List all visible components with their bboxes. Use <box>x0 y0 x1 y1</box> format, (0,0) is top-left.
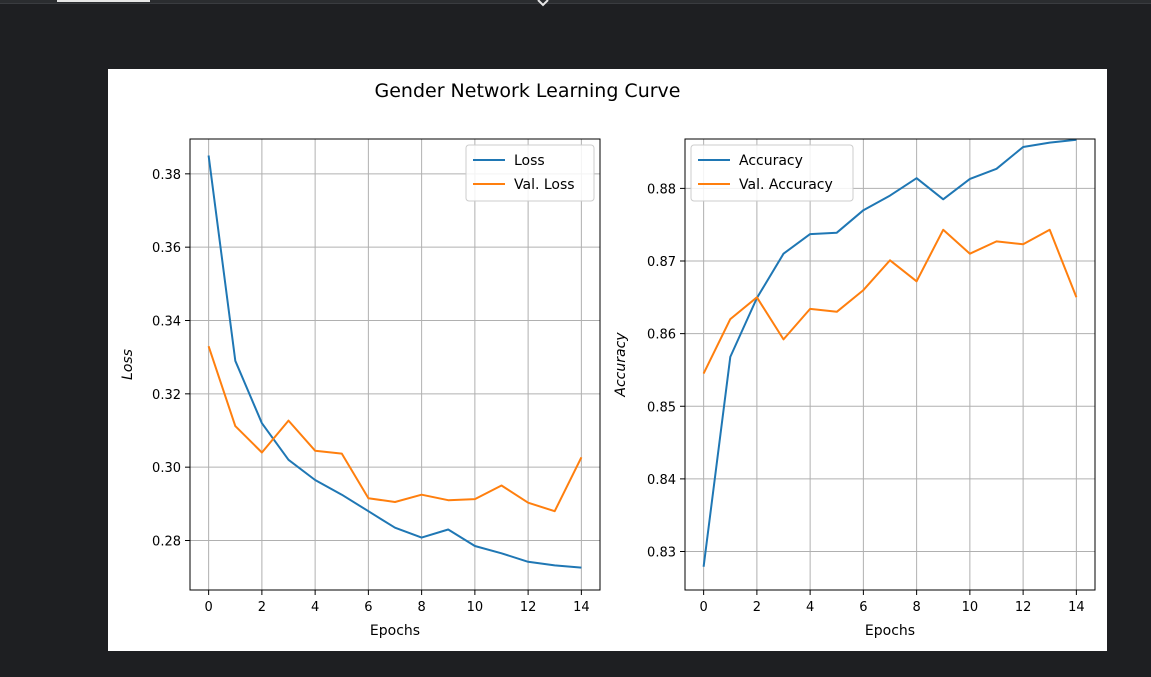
y-tick-label: 0.84 <box>647 473 676 488</box>
y-tick-label: 0.36 <box>152 241 181 256</box>
series-line-2 <box>207 345 583 513</box>
x-tick-label: 8 <box>417 600 425 615</box>
axes-frame <box>684 138 1096 591</box>
x-tick-label: 4 <box>806 600 814 615</box>
series-line-2 <box>702 228 1078 375</box>
legend-label: Loss <box>514 153 545 169</box>
top-bar <box>0 0 1151 4</box>
y-tick-label: 0.32 <box>152 388 181 403</box>
y-axis-label: Accuracy <box>613 332 629 398</box>
legend-box <box>690 144 854 202</box>
axes-frame <box>189 138 601 591</box>
y-tick-label: 0.38 <box>152 168 181 183</box>
y-tick-label: 0.85 <box>647 400 676 415</box>
y-tick-label: 0.87 <box>647 255 676 270</box>
learning-curve-figure: Gender Network Learning Curve 0 2 4 6 8 10 12 1… <box>120 80 1096 639</box>
active-tab-indicator[interactable] <box>57 0 150 2</box>
x-tick-label: 6 <box>364 600 372 615</box>
y-tick-label: 0.34 <box>152 315 181 330</box>
x-tick-label: 2 <box>258 600 266 615</box>
x-tick-label: 10 <box>467 600 484 615</box>
series-line-1 <box>702 138 1077 567</box>
x-axis-label: Epochs <box>865 623 915 639</box>
y-tick-label: 0.83 <box>647 546 676 561</box>
y-tick-label: 0.30 <box>152 461 181 476</box>
x-tick-label: 2 <box>753 600 761 615</box>
y-tick-label: 0.28 <box>152 535 181 550</box>
x-tick-label: 8 <box>912 600 920 615</box>
legend-label: Val. Loss <box>514 177 575 193</box>
x-tick-label: 12 <box>1015 600 1032 615</box>
x-tick-label: 10 <box>962 600 979 615</box>
figure-title: Gender Network Learning Curve <box>374 80 680 102</box>
x-tick-label: 6 <box>859 600 867 615</box>
x-tick-label: 12 <box>520 600 537 615</box>
chevron-down-icon[interactable] <box>535 0 551 10</box>
series-line-1 <box>207 155 582 569</box>
x-tick-label: 4 <box>311 600 319 615</box>
y-tick-label: 0.88 <box>647 182 676 197</box>
accuracy-axes: 0 2 4 6 8 10 12 14 0.83 0.84 0.85 0.86 0.87 0.88 Epoch… <box>613 138 1096 639</box>
x-tick-label: 0 <box>699 600 707 615</box>
x-axis-label: Epochs <box>370 623 420 639</box>
legend-label: Val. Accuracy <box>739 177 833 193</box>
figure-canvas: Gender Network Learning Curve 0 2 4 6 8 10 12 1… <box>108 69 1107 651</box>
y-axis-label: Loss <box>120 349 136 380</box>
y-tick-label: 0.86 <box>647 328 676 343</box>
x-tick-label: 14 <box>1068 600 1085 615</box>
x-tick-label: 0 <box>204 600 212 615</box>
x-tick-label: 14 <box>573 600 590 615</box>
legend-label: Accuracy <box>739 153 803 169</box>
loss-axes: 0 2 4 6 8 10 12 14 0.28 0.30 0.32 0.34 0.36 0.38 Epoch… <box>120 138 601 639</box>
